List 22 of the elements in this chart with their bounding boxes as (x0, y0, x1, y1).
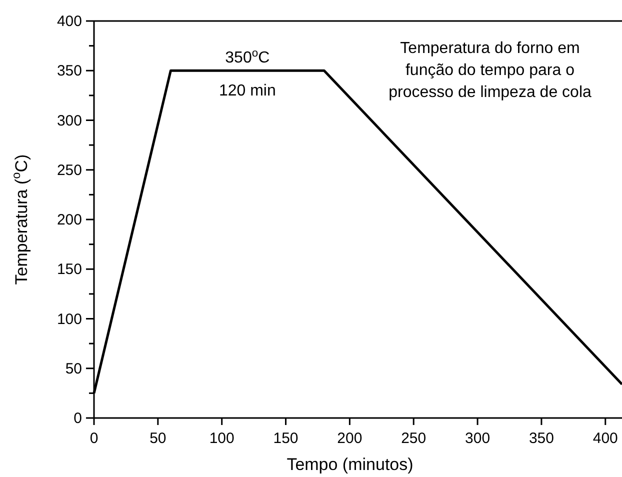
x-tick-label: 0 (90, 430, 98, 447)
y-tick-label: 400 (56, 13, 82, 30)
x-tick-label: 250 (401, 430, 426, 447)
y-tick-label: 150 (56, 261, 82, 278)
annotation: 120 min (218, 82, 276, 100)
x-tick-label: 400 (592, 430, 618, 447)
x-tick-label: 200 (337, 430, 362, 447)
annotation: 350$^{o}$C (225, 48, 270, 67)
x-tick-label: 100 (209, 430, 234, 447)
y-tick-label: 0 (74, 410, 82, 427)
x-axis-title: Tempo (minutos) (286, 455, 414, 474)
annotation: Temperatura do forno em função do tempo para o processo de limpeza de cola (388, 40, 592, 101)
y-tick-label: 100 (56, 310, 82, 328)
y-tick-label: 300 (56, 112, 82, 130)
x-tick-label: 300 (465, 430, 490, 447)
x-tick-label: 150 (273, 430, 298, 447)
y-tick-label: 350 (56, 62, 82, 80)
y-tick-label: 50 (65, 360, 82, 378)
y-tick-label: 200 (56, 212, 82, 228)
x-tick-label: 350 (528, 430, 554, 447)
x-tick-label: 50 (150, 430, 166, 447)
y-tick-label: 250 (56, 162, 82, 179)
